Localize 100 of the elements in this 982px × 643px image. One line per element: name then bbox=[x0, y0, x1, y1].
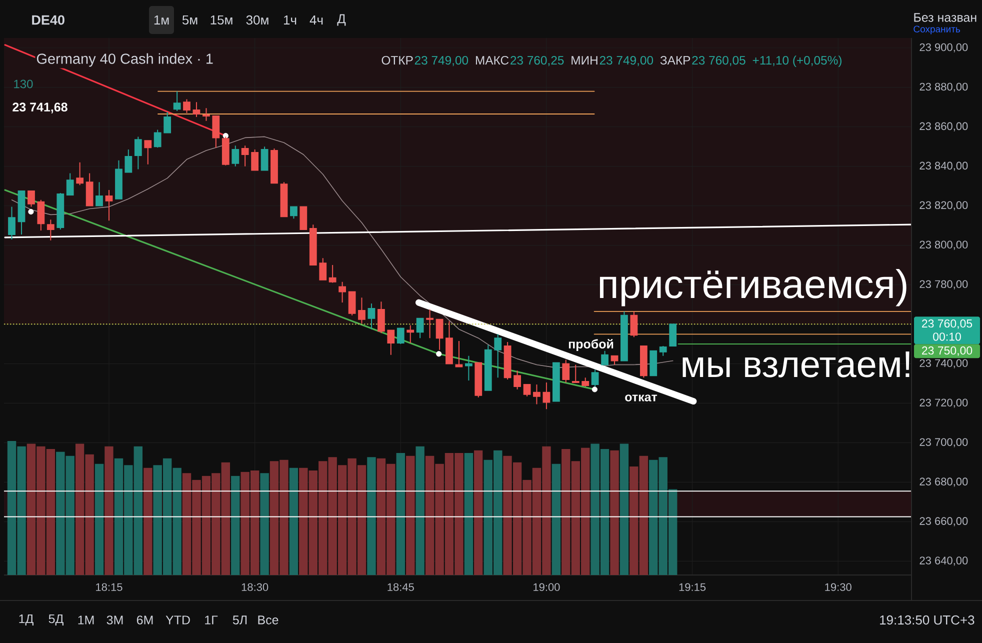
candlestick bbox=[96, 182, 103, 206]
candlestick bbox=[241, 145, 249, 167]
y-tick-label: 23 740,00 bbox=[920, 359, 968, 368]
candlestick bbox=[406, 324, 414, 344]
candlestick bbox=[514, 370, 521, 390]
candlestick bbox=[620, 310, 628, 362]
candlestick bbox=[28, 190, 35, 208]
text: 4ч bbox=[310, 16, 323, 24]
candlestick bbox=[86, 172, 94, 206]
annotation: 23 760,05 bbox=[692, 56, 746, 66]
candlestick bbox=[144, 140, 152, 165]
candlestick bbox=[66, 172, 74, 196]
y-tick-label: 23 780,00 bbox=[920, 280, 968, 290]
point bbox=[28, 208, 34, 215]
candlestick bbox=[455, 340, 463, 368]
annotation: откат bbox=[625, 394, 658, 402]
text: Д bbox=[337, 14, 346, 26]
candlestick bbox=[630, 310, 638, 338]
text: 1м bbox=[154, 16, 169, 24]
candlestick bbox=[601, 350, 608, 366]
annotation: ОТКР bbox=[382, 56, 413, 65]
annotation: 23 741,68 bbox=[12, 102, 68, 114]
y-tick-label: 23 820,00 bbox=[920, 201, 968, 210]
bar bbox=[620, 444, 629, 575]
annotation: 130 bbox=[14, 80, 33, 88]
text: 15м bbox=[210, 15, 232, 25]
candlestick bbox=[542, 382, 550, 410]
candlestick bbox=[212, 115, 220, 148]
x-tick-label: 19:15 bbox=[679, 583, 706, 591]
text: Сохранить bbox=[914, 26, 960, 34]
bar bbox=[289, 468, 298, 575]
y-tick-label: 23 800,00 bbox=[920, 240, 968, 250]
text: Без назван bbox=[914, 13, 976, 22]
candlestick bbox=[37, 199, 45, 231]
x-tick-label: 18:15 bbox=[96, 583, 122, 591]
point bbox=[592, 386, 598, 392]
candlestick bbox=[416, 318, 424, 339]
annotation: пробой bbox=[568, 339, 614, 351]
candlestick bbox=[552, 362, 560, 402]
y-tick-label: 23 860,00 bbox=[920, 122, 968, 132]
bar bbox=[260, 473, 269, 575]
bar bbox=[94, 464, 104, 575]
candlestick bbox=[523, 384, 531, 397]
candlestick bbox=[46, 219, 54, 241]
candlestick bbox=[251, 149, 259, 171]
candlestick bbox=[348, 291, 356, 316]
bar bbox=[396, 453, 405, 575]
y-tick-label: 23 720,00 bbox=[920, 398, 968, 408]
candlestick bbox=[232, 145, 240, 167]
candlestick bbox=[368, 303, 376, 330]
candlestick bbox=[173, 90, 181, 112]
text: Germany 40 Cash index · 1 bbox=[36, 53, 213, 67]
text: 5м bbox=[182, 15, 198, 25]
y-tick-label: 23 880,00 bbox=[920, 82, 968, 92]
y-tick-label: 23 840,00 bbox=[920, 162, 968, 171]
candlestick bbox=[591, 369, 599, 387]
text: DE40 bbox=[32, 15, 64, 25]
candlestick bbox=[105, 190, 113, 222]
candlestick bbox=[669, 323, 677, 346]
candlestick bbox=[562, 359, 570, 384]
bar bbox=[367, 457, 376, 575]
text: 1ч bbox=[284, 16, 296, 24]
candlestick bbox=[484, 344, 492, 391]
candlestick bbox=[202, 108, 210, 122]
candlestick bbox=[18, 190, 26, 235]
candlestick bbox=[270, 148, 278, 184]
annotation: 23 749,00 bbox=[414, 56, 468, 66]
candlestick bbox=[134, 136, 142, 170]
bar bbox=[416, 446, 424, 575]
candlestick bbox=[338, 281, 346, 304]
x-tick-label: 18:45 bbox=[388, 583, 414, 591]
candlestick bbox=[494, 334, 502, 378]
text: 23 750,00 bbox=[922, 346, 972, 356]
y-tick-label: 23 900,00 bbox=[920, 43, 968, 52]
candlestick bbox=[436, 318, 444, 350]
candlestick bbox=[183, 98, 190, 114]
candlestick bbox=[387, 330, 395, 356]
point bbox=[436, 351, 442, 357]
candlestick bbox=[290, 206, 298, 220]
text: 3М bbox=[106, 616, 123, 624]
bar bbox=[474, 450, 483, 575]
candlestick bbox=[115, 160, 122, 200]
y-tick-label: 23 640,00 bbox=[920, 556, 968, 566]
text: 5Л bbox=[232, 616, 247, 624]
bar bbox=[464, 453, 474, 575]
candlestick bbox=[650, 350, 658, 376]
candlestick bbox=[465, 355, 472, 382]
annotation: 23 760,25 bbox=[510, 56, 564, 66]
text: Все bbox=[258, 616, 278, 624]
bar bbox=[231, 476, 240, 575]
candlestick bbox=[319, 258, 327, 280]
candlestick bbox=[610, 355, 618, 366]
annotation: МИН bbox=[572, 56, 598, 64]
candlestick bbox=[328, 264, 336, 284]
candlestick bbox=[504, 342, 512, 380]
candlestick bbox=[446, 320, 453, 364]
y-tick-label: 23 680,00 bbox=[920, 478, 968, 487]
annotation: пристёгиваемся) bbox=[600, 269, 906, 306]
candlestick bbox=[309, 224, 317, 266]
y-tick-label: 23 660,00 bbox=[920, 517, 968, 526]
